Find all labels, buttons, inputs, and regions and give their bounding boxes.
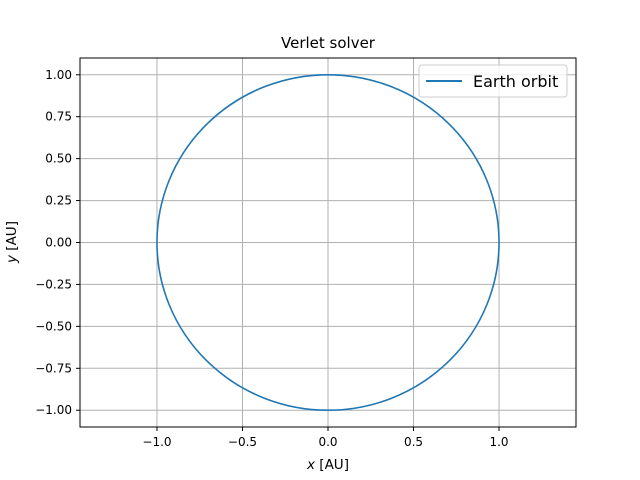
x-tick-label: −1.0 bbox=[142, 435, 171, 449]
y-axis-ticks: −1.00 −0.75 −0.50 −0.25 0.00 0.25 0.50 0.75 1.00 bbox=[35, 68, 80, 417]
y-tick-label: −0.25 bbox=[35, 277, 72, 291]
series-layer bbox=[156, 73, 500, 412]
y-axis-label: y [AU] bbox=[4, 221, 20, 264]
y-tick-label: 0.00 bbox=[45, 236, 72, 250]
y-tick-label: −0.50 bbox=[35, 319, 72, 333]
x-axis-label-var: x bbox=[306, 457, 316, 473]
legend: Earth orbit bbox=[418, 64, 568, 98]
y-axis-label-var: y bbox=[4, 254, 20, 264]
y-tick-label: 0.50 bbox=[45, 152, 72, 166]
series-line-earth-orbit bbox=[156, 73, 500, 412]
y-axis-label-unit: [AU] bbox=[4, 221, 20, 255]
x-tick-label: −0.5 bbox=[228, 435, 257, 449]
x-tick-label: 0.5 bbox=[404, 435, 423, 449]
legend-box bbox=[418, 64, 568, 98]
y-tick-label: −1.00 bbox=[35, 403, 72, 417]
y-tick-label: −0.75 bbox=[35, 361, 72, 375]
x-axis-label-unit: [AU] bbox=[315, 457, 349, 473]
chart-title: Verlet solver bbox=[281, 34, 376, 52]
x-tick-label: 0.0 bbox=[318, 435, 337, 449]
x-axis-ticks: −1.0 −0.5 0.0 0.5 1.0 bbox=[142, 427, 509, 449]
y-tick-label: 1.00 bbox=[45, 68, 72, 82]
x-axis-label: x [AU] bbox=[306, 457, 349, 473]
legend-label: Earth orbit bbox=[473, 72, 558, 91]
grid bbox=[80, 58, 576, 427]
y-tick-label: 0.75 bbox=[45, 110, 72, 124]
x-tick-label: 1.0 bbox=[489, 435, 508, 449]
y-tick-label: 0.25 bbox=[45, 194, 72, 208]
